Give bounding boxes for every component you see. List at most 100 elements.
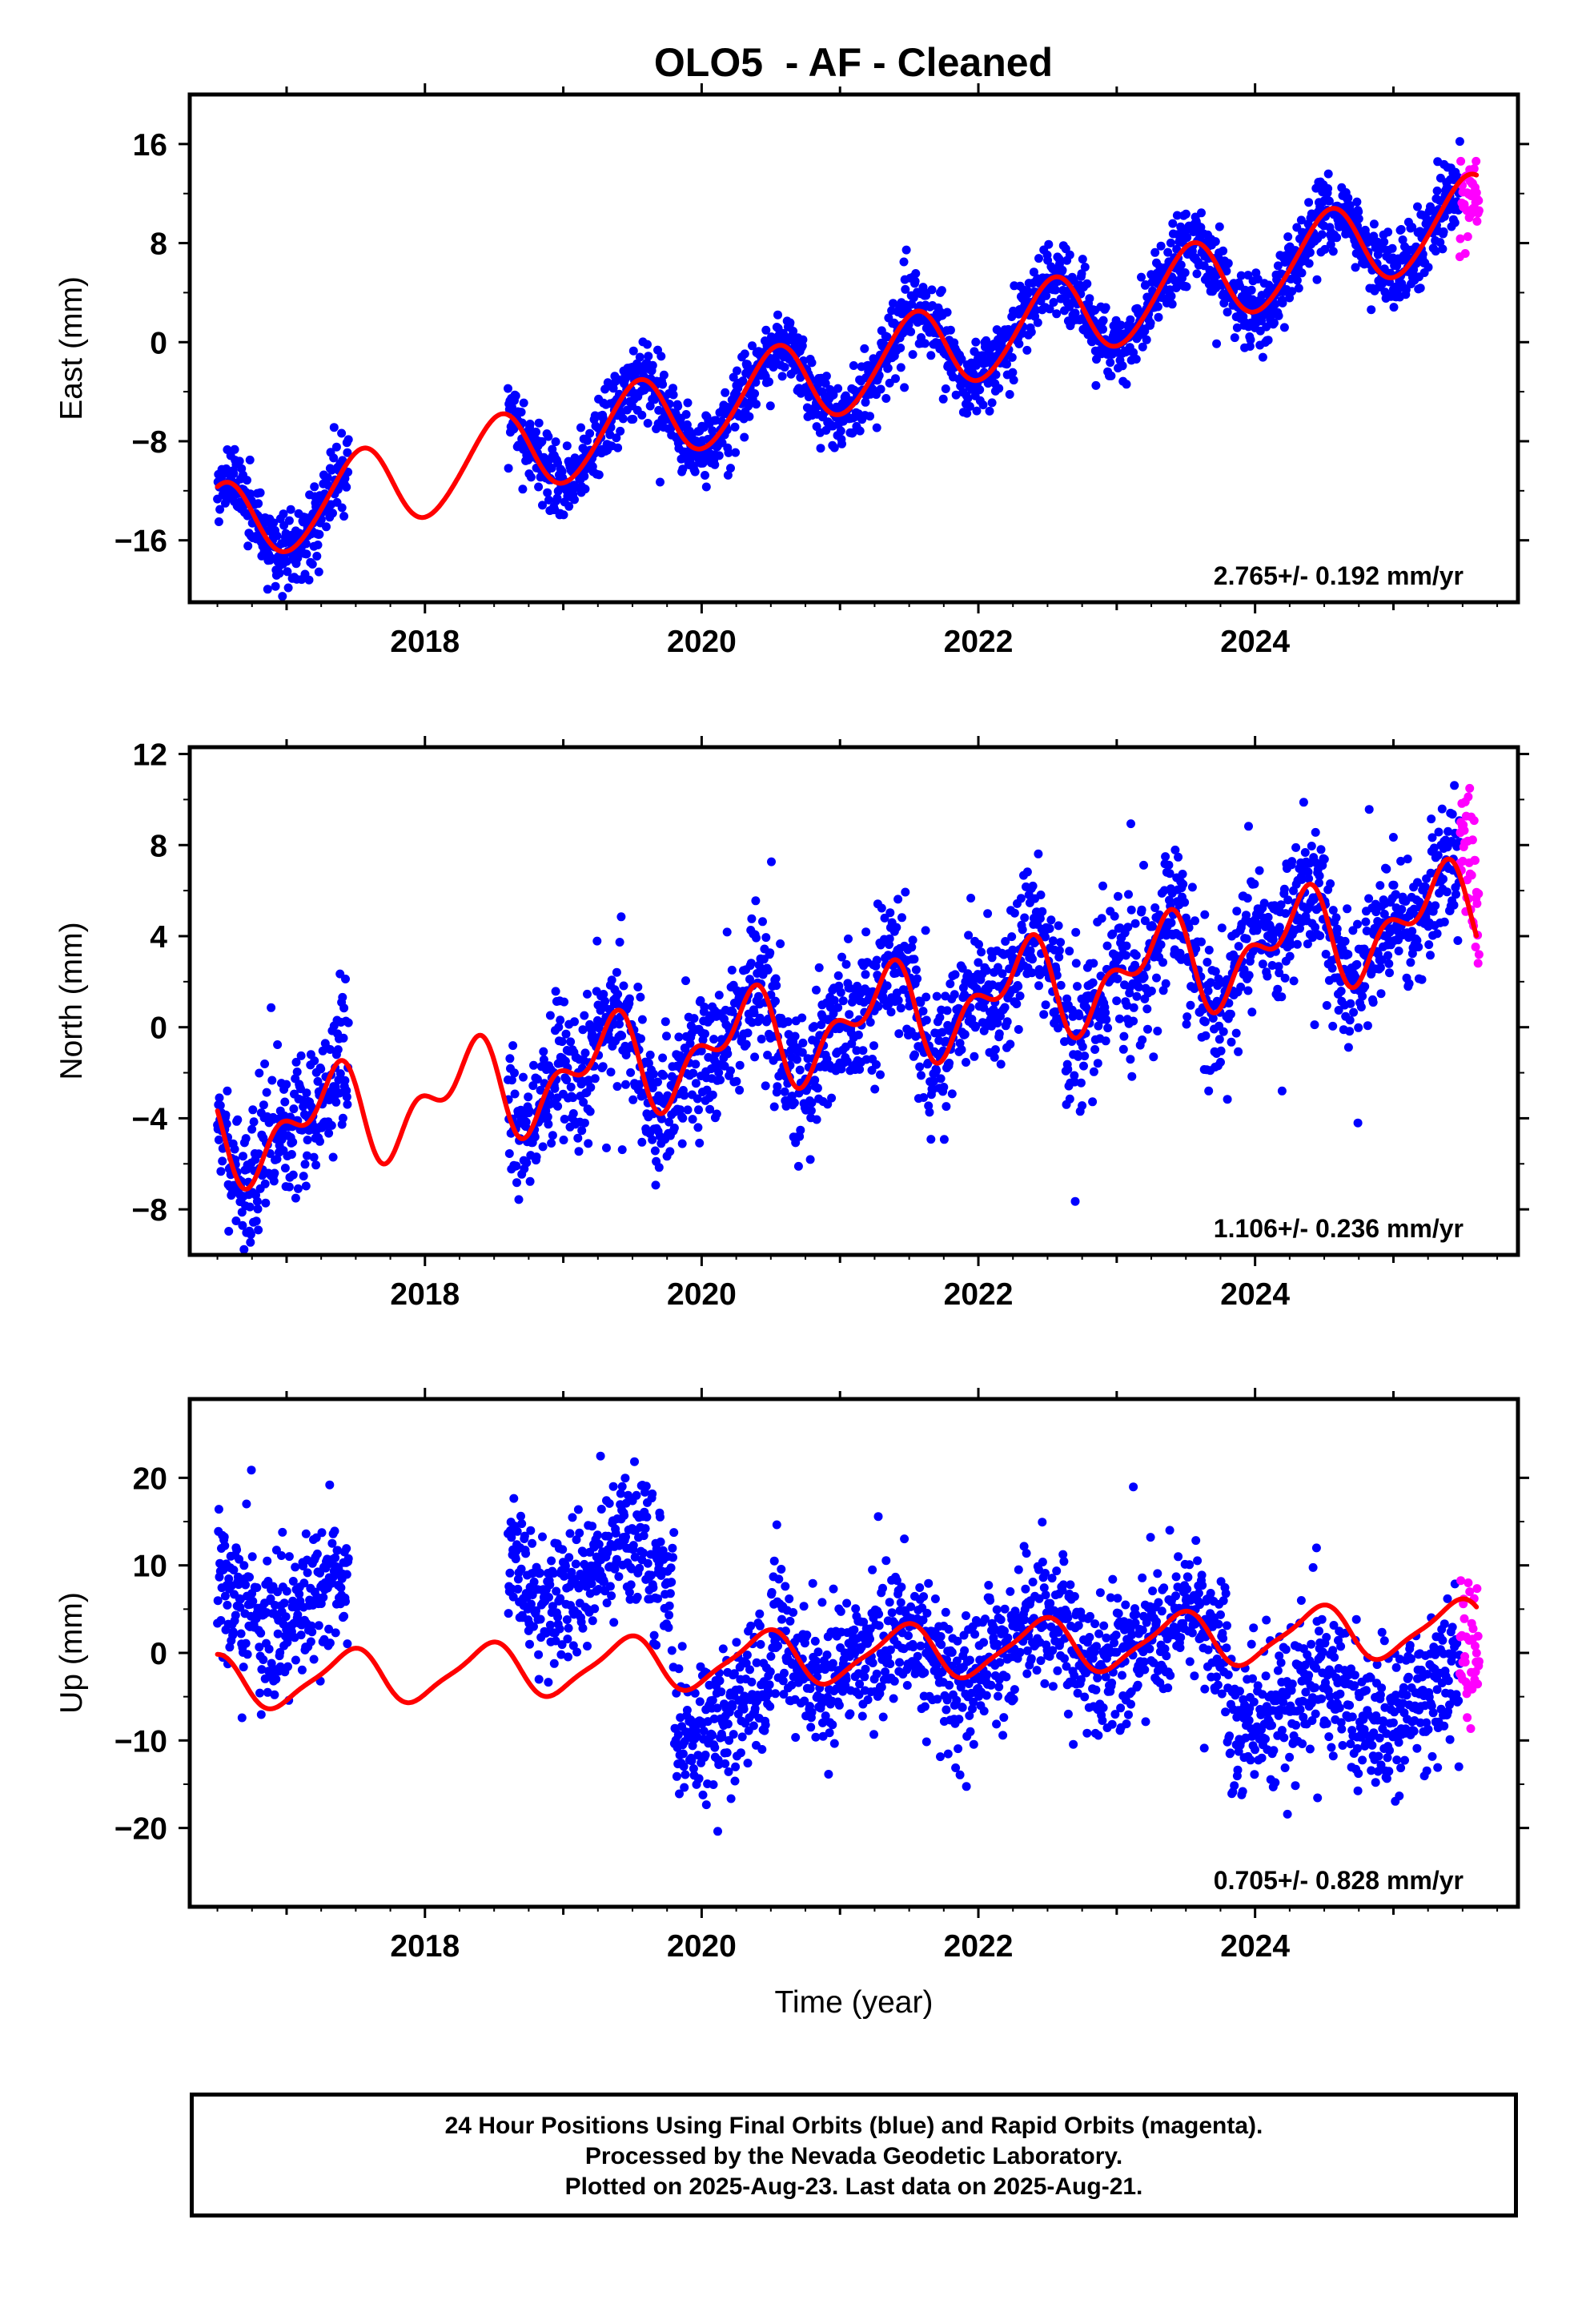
final-orbit-point: [510, 1068, 519, 1078]
final-orbit-point: [1041, 1000, 1050, 1010]
final-orbit-point: [235, 1554, 244, 1564]
final-orbit-point: [880, 913, 889, 923]
final-orbit-point: [273, 1629, 283, 1638]
final-orbit-point: [836, 987, 845, 997]
final-orbit-point: [303, 1568, 312, 1578]
final-orbit-point: [983, 909, 993, 919]
final-orbit-point: [1022, 867, 1032, 877]
plot-area-north: [213, 781, 1484, 1254]
y-axis-label-north: North (mm): [54, 922, 89, 1080]
final-orbit-point: [254, 499, 263, 509]
model-curve-east: [215, 171, 1480, 554]
final-orbit-point: [314, 1621, 323, 1630]
final-orbit-point: [303, 1136, 312, 1144]
final-orbit-point: [790, 1031, 800, 1041]
final-orbit-point: [865, 412, 874, 421]
final-orbit-point: [1070, 308, 1080, 318]
final-orbit-point: [821, 379, 830, 388]
final-orbit-point: [911, 269, 921, 278]
final-orbit-point: [1429, 843, 1439, 853]
final-orbit-point: [271, 1675, 281, 1684]
final-orbit-point: [1138, 1035, 1147, 1044]
final-orbit-point: [693, 1123, 703, 1132]
final-orbit-point: [511, 1554, 520, 1564]
final-orbit-point: [324, 1128, 334, 1138]
final-orbit-point: [796, 1125, 805, 1135]
final-orbit-point: [243, 1650, 252, 1659]
final-orbit-point: [1439, 875, 1447, 884]
final-orbit-point: [1323, 169, 1333, 179]
final-orbit-point: [1045, 304, 1054, 314]
final-orbit-point: [1054, 946, 1064, 955]
final-orbit-point: [521, 1117, 531, 1127]
final-orbit-point: [580, 485, 590, 494]
final-orbit-point: [1166, 292, 1176, 301]
final-orbit-point: [1217, 923, 1227, 933]
final-orbit-point: [514, 1195, 524, 1204]
final-orbit-point: [1275, 968, 1284, 978]
final-orbit-point: [291, 1655, 300, 1665]
final-orbit-point: [236, 1629, 246, 1638]
final-orbit-point: [553, 1101, 563, 1111]
final-orbit-point: [1450, 218, 1460, 227]
final-orbit-point: [722, 927, 732, 937]
final-orbit-point: [998, 969, 1007, 979]
final-orbit-point: [882, 981, 892, 991]
final-orbit-point: [225, 1642, 235, 1652]
final-orbit-point: [877, 903, 886, 913]
y-tick-label: −4: [132, 1102, 168, 1136]
final-orbit-point: [693, 1094, 702, 1104]
final-orbit-point: [270, 1168, 279, 1178]
final-orbit-point: [534, 418, 544, 428]
final-orbit-point: [743, 1028, 753, 1038]
final-orbit-point: [1022, 345, 1032, 355]
final-orbit-point: [341, 1597, 350, 1606]
final-orbit-point: [987, 398, 997, 408]
final-orbit-point: [1443, 826, 1453, 836]
final-orbit-point: [600, 996, 610, 1006]
final-orbit-point: [729, 372, 738, 382]
final-orbit-point: [299, 1172, 308, 1181]
final-orbit-point: [272, 531, 282, 541]
final-orbit-point: [1056, 938, 1066, 947]
final-orbit-point: [578, 1025, 588, 1035]
final-orbit-point: [1334, 1006, 1343, 1015]
final-orbit-point: [1331, 913, 1341, 923]
final-orbit-point: [966, 894, 976, 903]
final-orbit-point: [283, 583, 293, 593]
final-orbit-point: [730, 422, 740, 432]
final-orbit-point: [1352, 197, 1362, 207]
final-orbit-point: [740, 432, 749, 442]
final-orbit-point: [1152, 973, 1161, 983]
final-orbit-point: [950, 990, 959, 999]
rapid-orbit-point: [1467, 870, 1476, 880]
final-orbit-point: [260, 1059, 270, 1068]
final-orbit-point: [584, 1139, 593, 1148]
final-orbit-point: [726, 1066, 735, 1076]
final-orbit-point: [560, 997, 569, 1007]
final-orbit-point: [338, 1113, 347, 1123]
final-orbit-point: [325, 1480, 335, 1490]
final-orbit-point: [339, 512, 349, 521]
final-orbit-point: [1146, 318, 1155, 328]
final-orbit-point: [1140, 916, 1150, 926]
final-orbit-point: [607, 975, 616, 985]
final-orbit-point: [1300, 848, 1310, 857]
final-orbit-point: [259, 1655, 268, 1664]
final-orbit-point: [1453, 936, 1463, 945]
final-orbit-point: [1142, 335, 1151, 344]
final-orbit-point: [962, 1058, 970, 1067]
final-orbit-point: [1345, 1015, 1355, 1025]
final-orbit-point: [1127, 1072, 1137, 1081]
final-orbit-point: [979, 1003, 989, 1012]
final-orbit-point: [252, 1196, 262, 1206]
final-orbit-point: [626, 1068, 636, 1077]
final-orbit-point: [524, 1106, 534, 1116]
final-orbit-point: [659, 1071, 669, 1080]
final-orbit-point: [1406, 958, 1415, 967]
final-orbit-point: [247, 1124, 257, 1134]
final-orbit-point: [855, 1064, 865, 1074]
final-orbit-point: [325, 1045, 335, 1054]
final-orbit-point: [1439, 917, 1449, 927]
